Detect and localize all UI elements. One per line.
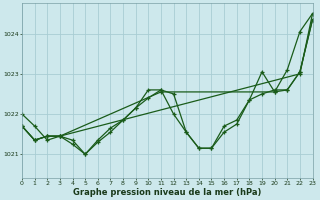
X-axis label: Graphe pression niveau de la mer (hPa): Graphe pression niveau de la mer (hPa) bbox=[73, 188, 261, 197]
